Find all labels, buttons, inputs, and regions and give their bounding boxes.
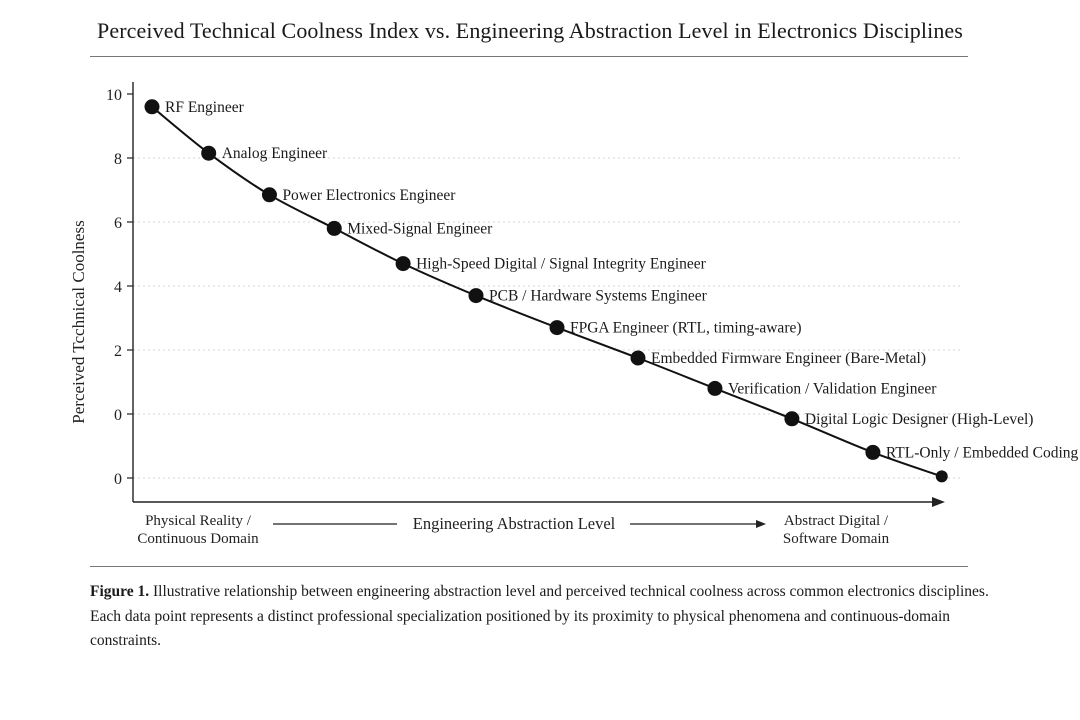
y-tick-label: 10 [106,87,122,104]
data-point-label: RTL-Only / Embedded Coding [886,444,1079,461]
title-divider [90,56,968,57]
data-point-label: Analog Engineer [222,145,328,162]
data-point [395,256,411,272]
data-points [144,99,948,483]
x-left-label-line-2: Continuous Domain [137,531,259,547]
data-point-labels: RF Engineer Analog Engineer Power Electron… [165,99,1079,462]
data-point-label: Digital Logic Designer (High-Level) [805,411,1034,428]
data-point [144,99,160,115]
chart-area: 10 8 6 4 2 0 0 Perceived Tcchnical Coolness Ph… [69,82,1079,547]
data-point-label: FPGA Engineer (RTL, timing-aware) [570,320,802,337]
data-point [468,288,484,304]
caption-label: Figure 1. [90,583,150,600]
data-point [935,470,948,483]
data-point [784,411,800,427]
data-point-label: Mixed-Signal Engineer [347,220,493,237]
data-point [707,380,723,396]
data-point-label: Embedded Firmware Engineer (Bare-Metal) [651,350,926,367]
data-point [326,220,342,236]
y-tick-label: 8 [114,151,122,168]
y-tick-label: 6 [114,215,122,232]
caption-text: Illustrative relationship between engine… [90,583,989,649]
y-tick-label: 2 [114,343,122,360]
x-right-label-line-2: Software Domain [783,531,890,547]
data-point-label: High-Speed Digital / Signal Integrity En… [416,256,707,273]
x-label-arrowhead [756,520,766,528]
axes [132,82,945,507]
x-axis-arrowhead [932,497,945,507]
data-point-label: Verification / Validation Engineer [728,380,937,397]
data-point-label: PCB / Hardware Systems Engineer [489,288,708,305]
data-point [201,145,217,161]
y-axis-label: Perceived Tcchnical Coolness [69,220,88,423]
y-tick-label: 0 [114,471,122,488]
figure-caption: Figure 1. Illustrative relationship betw… [90,580,990,654]
x-left-label-line-1: Physical Reality / [145,513,252,529]
y-tick-label: 0 [114,407,122,424]
data-point-label: Power Electronics Engineer [282,187,456,204]
caption-divider [90,566,968,567]
data-point-label: RF Engineer [165,99,245,116]
data-point [261,187,277,203]
data-point [549,320,565,336]
x-axis-label: Engineering Abstraction Level [413,514,616,533]
y-tick-label: 4 [114,279,122,296]
chart-title: Perceived Technical Coolness Index vs. E… [97,18,963,43]
y-tick-labels: 10 8 6 4 2 0 0 [106,87,133,488]
x-right-label-line-1: Abstract Digital / [784,513,889,529]
gridlines [133,157,962,479]
data-point [630,350,646,366]
data-point [865,444,881,460]
